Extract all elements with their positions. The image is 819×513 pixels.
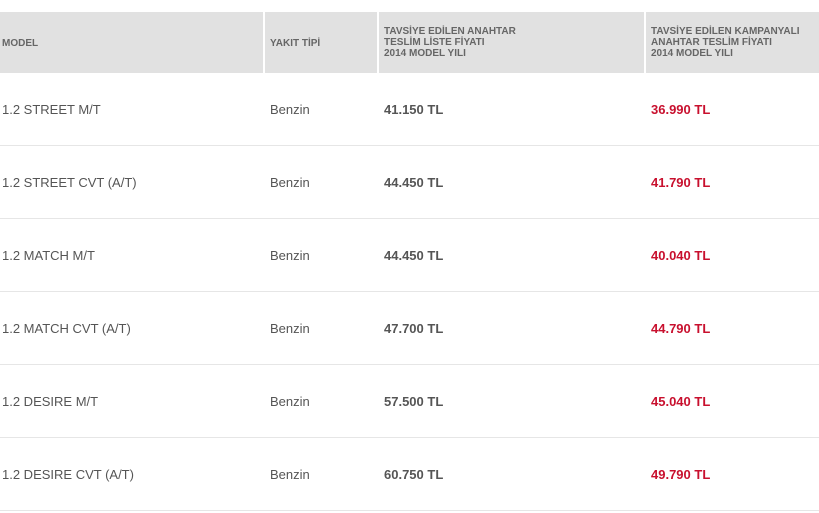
- cell-model: 1.2 DESIRE M/T: [2, 393, 99, 409]
- column-header-list-price: TAVSİYE EDİLEN ANAHTAR TESLİM LİSTE FİYA…: [377, 12, 644, 73]
- cell-list-price: 44.450 TL: [384, 247, 444, 263]
- column-header-fuel-type: YAKIT TİPİ: [263, 12, 377, 73]
- cell-campaign-price: 36.990 TL: [651, 101, 711, 117]
- campaign-price-header-line: 2014 MODEL YILI: [651, 48, 733, 59]
- list-price-header-line: TESLİM LİSTE FİYATI: [384, 37, 485, 48]
- cell-model: 1.2 MATCH CVT (A/T): [2, 320, 131, 336]
- cell-campaign-price: 45.040 TL: [651, 393, 711, 409]
- cell-fuel-type: Benzin: [270, 247, 310, 263]
- table-row: 1.2 MATCH CVT (A/T) Benzin 47.700 TL 44.…: [0, 292, 819, 365]
- table-header: MODEL YAKIT TİPİ TAVSİYE EDİLEN ANAHTAR …: [0, 12, 819, 73]
- cell-fuel-type: Benzin: [270, 101, 310, 117]
- table-row: 1.2 STREET CVT (A/T) Benzin 44.450 TL 41…: [0, 146, 819, 219]
- cell-fuel-type: Benzin: [270, 393, 310, 409]
- campaign-price-header-line: TAVSİYE EDİLEN KAMPANYALI: [651, 26, 800, 37]
- cell-list-price: 57.500 TL: [384, 393, 444, 409]
- table-row: 1.2 MATCH M/T Benzin 44.450 TL 40.040 TL: [0, 219, 819, 292]
- cell-list-price: 41.150 TL: [384, 101, 444, 117]
- cell-fuel-type: Benzin: [270, 466, 310, 482]
- cell-model: 1.2 DESIRE CVT (A/T): [2, 466, 134, 482]
- table-body: 1.2 STREET M/T Benzin 41.150 TL 36.990 T…: [0, 73, 819, 511]
- list-price-header-lines: TAVSİYE EDİLEN ANAHTAR TESLİM LİSTE FİYA…: [384, 26, 516, 59]
- table-row: 1.2 DESIRE CVT (A/T) Benzin 60.750 TL 49…: [0, 438, 819, 511]
- cell-model: 1.2 MATCH M/T: [2, 247, 95, 263]
- table-row: 1.2 DESIRE M/T Benzin 57.500 TL 45.040 T…: [0, 365, 819, 438]
- cell-list-price: 47.700 TL: [384, 320, 444, 336]
- price-table: MODEL YAKIT TİPİ TAVSİYE EDİLEN ANAHTAR …: [0, 12, 819, 511]
- column-header-campaign-price: TAVSİYE EDİLEN KAMPANYALI ANAHTAR TESLİM…: [644, 12, 819, 73]
- list-price-header-line: 2014 MODEL YILI: [384, 48, 466, 59]
- cell-model: 1.2 STREET CVT (A/T): [2, 174, 137, 190]
- campaign-price-header-line: ANAHTAR TESLİM FİYATI: [651, 37, 772, 48]
- list-price-header-line: TAVSİYE EDİLEN ANAHTAR: [384, 26, 516, 37]
- cell-list-price: 60.750 TL: [384, 466, 444, 482]
- cell-model: 1.2 STREET M/T: [2, 101, 101, 117]
- cell-campaign-price: 41.790 TL: [651, 174, 711, 190]
- cell-campaign-price: 44.790 TL: [651, 320, 711, 336]
- column-header-model: MODEL: [2, 37, 39, 49]
- campaign-price-header-lines: TAVSİYE EDİLEN KAMPANYALI ANAHTAR TESLİM…: [651, 26, 800, 59]
- cell-fuel-type: Benzin: [270, 174, 310, 190]
- cell-campaign-price: 40.040 TL: [651, 247, 711, 263]
- cell-fuel-type: Benzin: [270, 320, 310, 336]
- table-row: 1.2 STREET M/T Benzin 41.150 TL 36.990 T…: [0, 73, 819, 146]
- cell-campaign-price: 49.790 TL: [651, 466, 711, 482]
- cell-list-price: 44.450 TL: [384, 174, 444, 190]
